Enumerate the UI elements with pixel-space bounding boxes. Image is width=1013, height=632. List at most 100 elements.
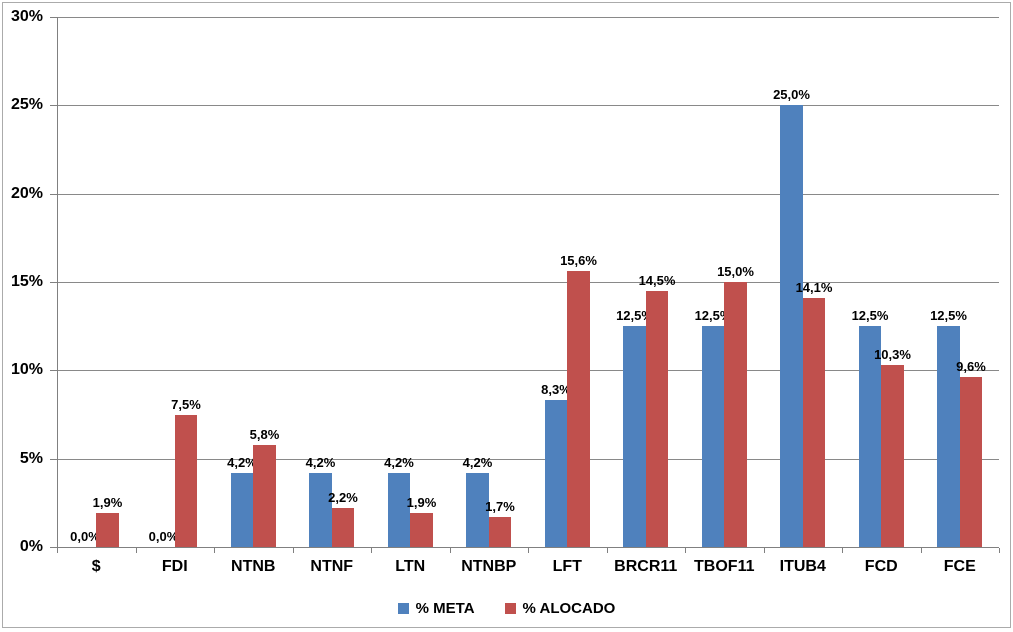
bar-meta-NTNF bbox=[309, 472, 332, 547]
bar-meta-NTNBP bbox=[466, 472, 489, 547]
legend: % META % ALOCADO bbox=[0, 597, 1013, 619]
data-label-meta-NTNBP: 4,2% bbox=[462, 454, 493, 470]
gridline-20 bbox=[57, 194, 999, 195]
x-tick-11 bbox=[921, 548, 922, 553]
bar-alocado-TBOF11 bbox=[724, 282, 747, 547]
bar-meta-LTN bbox=[387, 472, 411, 547]
x-axis-label-ITUB4: ITUB4 bbox=[779, 558, 826, 575]
data-label-meta-$: 0,0% bbox=[70, 529, 100, 544]
x-tick-0 bbox=[57, 548, 58, 553]
bar-meta-FCE bbox=[937, 326, 960, 547]
legend-item-alocado: % ALOCADO bbox=[504, 599, 616, 617]
data-label-meta-FCD: 12,5% bbox=[851, 308, 889, 324]
data-label-meta-BRCR11: 12,5% bbox=[616, 308, 653, 324]
x-tick-9 bbox=[764, 548, 765, 553]
y-axis-label-30%: 30% bbox=[10, 8, 43, 25]
data-label-alocado-FCD: 10,3% bbox=[874, 347, 911, 362]
gridline-15 bbox=[57, 282, 999, 283]
y-tick-10 bbox=[50, 370, 57, 371]
data-label-meta-FCE: 12,5% bbox=[930, 308, 967, 324]
x-tick-3 bbox=[293, 548, 294, 553]
x-tick-7 bbox=[607, 548, 608, 553]
x-axis-label-NTNB: NTNB bbox=[231, 558, 276, 575]
x-axis-label-FCE: FCE bbox=[943, 558, 976, 575]
y-axis-label-20%: 20% bbox=[10, 185, 43, 202]
y-axis-label-25%: 25% bbox=[10, 96, 43, 113]
data-label-meta-NTNB: 4,2% bbox=[227, 454, 257, 470]
bar-meta-BRCR11 bbox=[623, 326, 646, 547]
y-axis-label-10%: 10% bbox=[10, 361, 43, 378]
x-axis-label-LFT: LFT bbox=[552, 558, 582, 575]
x-axis-label-TBOF11: TBOF11 bbox=[694, 558, 755, 575]
x-tick-12 bbox=[999, 548, 1000, 553]
bar-alocado-NTNB bbox=[253, 444, 276, 547]
bar-alocado-FDI bbox=[174, 414, 198, 547]
data-label-meta-TBOF11: 12,5% bbox=[694, 308, 732, 324]
bar-alocado-FCD bbox=[881, 365, 904, 547]
data-label-alocado-FCE: 9,6% bbox=[956, 359, 986, 375]
x-tick-6 bbox=[528, 548, 529, 553]
y-axis-line bbox=[57, 17, 58, 548]
y-tick-25 bbox=[50, 105, 57, 106]
x-axis-label-$: $ bbox=[91, 558, 101, 575]
bar-alocado-BRCR11 bbox=[645, 290, 669, 547]
data-label-meta-FDI: 0,0% bbox=[148, 529, 179, 544]
x-tick-2 bbox=[214, 548, 215, 553]
data-label-alocado-FDI: 7,5% bbox=[171, 396, 201, 412]
y-tick-30 bbox=[50, 17, 57, 18]
y-axis-label-15%: 15% bbox=[10, 273, 43, 290]
x-axis-label-LTN: LTN bbox=[395, 558, 426, 575]
data-label-meta-LFT: 8,3% bbox=[541, 382, 571, 398]
bar-meta-TBOF11 bbox=[701, 326, 725, 547]
data-label-alocado-TBOF11: 15,0% bbox=[717, 264, 754, 279]
y-tick-15 bbox=[50, 282, 57, 283]
bar-meta-ITUB4 bbox=[780, 105, 803, 547]
legend-item-meta: % META bbox=[397, 599, 475, 617]
x-tick-5 bbox=[450, 548, 451, 553]
x-tick-10 bbox=[842, 548, 843, 553]
data-label-alocado-LFT: 15,6% bbox=[560, 253, 597, 269]
x-tick-1 bbox=[136, 548, 137, 553]
data-label-meta-ITUB4: 25,0% bbox=[773, 87, 810, 103]
y-axis-label-0%: 0% bbox=[19, 538, 43, 555]
bar-alocado-LFT bbox=[567, 271, 590, 547]
bar-alocado-ITUB4 bbox=[802, 297, 826, 547]
y-axis-label-5%: 5% bbox=[19, 450, 43, 467]
data-label-alocado-NTNF: 2,2% bbox=[328, 490, 358, 506]
x-axis-label-BRCR11: BRCR11 bbox=[614, 558, 678, 575]
legend-swatch-meta-icon bbox=[397, 602, 409, 614]
bar-alocado-$ bbox=[96, 513, 119, 547]
data-label-alocado-NTNBP: 1,7% bbox=[485, 499, 515, 514]
bar-alocado-LTN bbox=[410, 513, 433, 547]
x-axis-label-NTNBP: NTNBP bbox=[461, 558, 517, 575]
gridline-5 bbox=[57, 459, 999, 460]
data-label-alocado-LTN: 1,9% bbox=[406, 495, 437, 511]
bar-meta-FCD bbox=[858, 326, 882, 547]
data-label-alocado-NTNB: 5,8% bbox=[249, 426, 280, 442]
data-label-meta-NTNF: 4,2% bbox=[305, 454, 336, 470]
legend-label-meta: % META bbox=[415, 599, 475, 617]
x-axis-label-NTNF: NTNF bbox=[310, 558, 354, 575]
bar-alocado-FCE bbox=[959, 377, 983, 547]
bar-alocado-NTNBP bbox=[488, 517, 512, 547]
data-label-meta-LTN: 4,2% bbox=[384, 454, 414, 470]
x-axis-line bbox=[50, 547, 999, 548]
legend-label-alocado: % ALOCADO bbox=[522, 599, 616, 617]
legend-swatch-alocado-icon bbox=[504, 602, 516, 614]
data-label-alocado-$: 1,9% bbox=[92, 495, 123, 511]
y-tick-20 bbox=[50, 194, 57, 195]
data-label-alocado-BRCR11: 14,5% bbox=[638, 272, 676, 288]
x-axis-label-FDI: FDI bbox=[161, 558, 188, 575]
bar-alocado-NTNF bbox=[331, 508, 355, 547]
y-tick-5 bbox=[50, 459, 57, 460]
gridline-30 bbox=[57, 17, 999, 18]
bar-meta-NTNB bbox=[230, 472, 254, 547]
gridline-10 bbox=[57, 370, 999, 371]
data-label-alocado-ITUB4: 14,1% bbox=[795, 279, 833, 295]
x-tick-4 bbox=[371, 548, 372, 553]
x-tick-8 bbox=[685, 548, 686, 553]
gridline-25 bbox=[57, 105, 999, 106]
bar-meta-LFT bbox=[544, 400, 568, 547]
x-axis-label-FCD: FCD bbox=[864, 558, 898, 575]
